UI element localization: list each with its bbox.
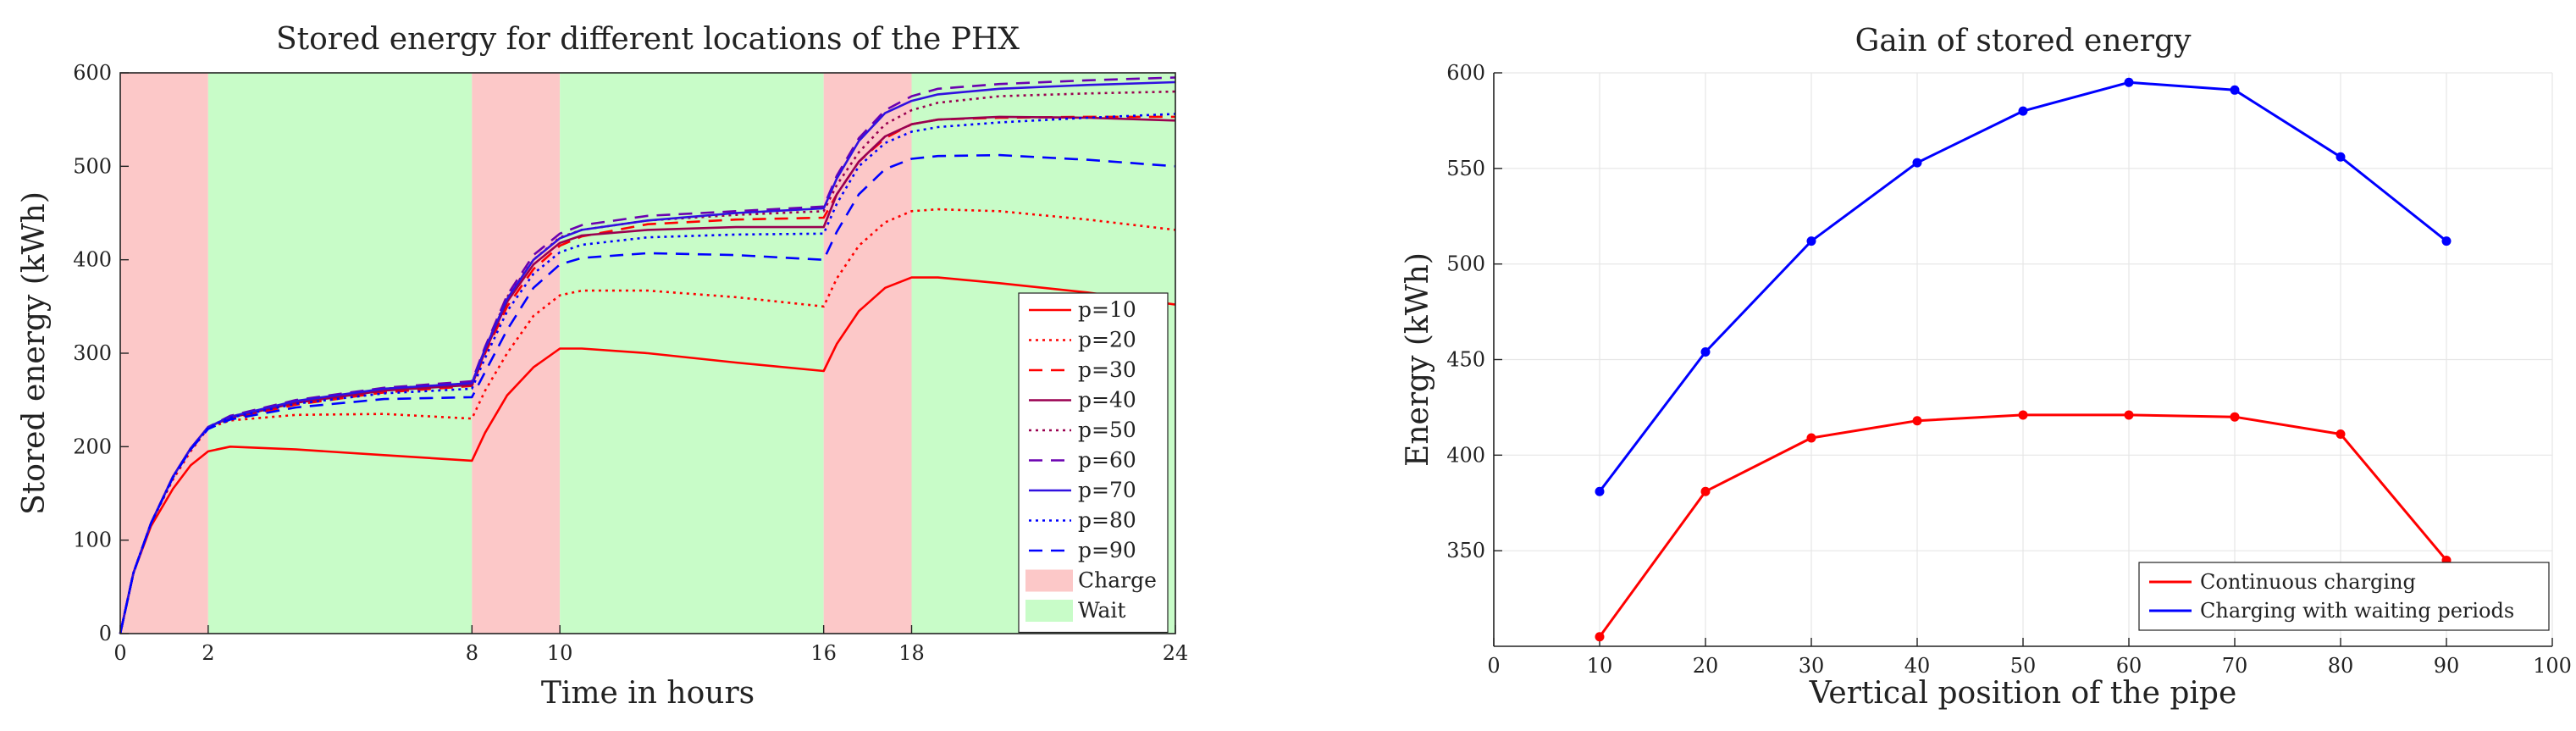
data-point (1806, 433, 1816, 443)
x-tick-label: 20 (1693, 654, 1719, 678)
x-tick-label: 0 (113, 641, 126, 665)
legend-label: p=10 (1078, 297, 1136, 322)
legend-label: p=20 (1078, 328, 1136, 352)
y-tick-label: 500 (73, 154, 112, 178)
legend: p=10 p=20 p=30 p=40 p=50 p=60 p=70 p=80 p=90 Char… (1018, 292, 1169, 634)
x-tick-label: 16 (810, 641, 837, 665)
legend-box (2138, 562, 2550, 631)
y-tick-label: 300 (73, 341, 112, 365)
legend-swatch-wait (1025, 600, 1073, 622)
data-point (2441, 236, 2452, 246)
x-tick-label: 0 (1487, 654, 1500, 678)
data-point (2124, 77, 2134, 87)
data-point (2336, 429, 2346, 440)
y-tick-label: 0 (99, 622, 112, 645)
y-tick-label: 350 (1446, 539, 1485, 562)
data-point (2230, 85, 2240, 95)
x-tick-label: 30 (1799, 654, 1825, 678)
x-tick-label: 24 (1163, 641, 1189, 665)
legend-swatch-charge (1025, 569, 1073, 592)
y-tick-label: 550 (1446, 157, 1485, 180)
charge-band-0 (120, 73, 208, 634)
series-lines (119, 76, 1176, 634)
chart-title: Gain of stored energy (1855, 24, 2192, 58)
x-tick-label: 50 (2010, 654, 2037, 678)
data-point (2018, 410, 2028, 420)
energy-gain-chart: 0 10 20 30 40 50 60 70 80 90 100 350 400 450 500 550 600… (1389, 0, 2576, 728)
y-tick-label: 200 (73, 435, 112, 458)
charge-band-4 (823, 73, 912, 634)
legend-label: Continuous charging (2200, 570, 2416, 594)
x-tick-label: 100 (2533, 654, 2572, 678)
legend-label: p=30 (1078, 357, 1136, 382)
y-tick-label: 400 (73, 248, 112, 272)
data-point (1700, 346, 1711, 357)
stored-energy-chart-svg: 0 2 8 10 16 18 24 0 100 200 300 400 500 600 Stored ene… (17, 22, 1189, 711)
data-point (2018, 106, 2028, 116)
x-tick-label: 70 (2222, 654, 2248, 678)
x-tick-label: 2 (202, 641, 214, 665)
x-tick-label: 80 (2328, 654, 2354, 678)
data-point (2230, 412, 2240, 422)
chart-title: Stored energy for different locations of… (276, 22, 1020, 57)
legend-label: p=50 (1078, 418, 1136, 442)
y-tick-label: 500 (1446, 252, 1485, 276)
data-point (1595, 632, 1605, 642)
stored-energy-chart: 0 2 8 10 16 18 24 0 100 200 300 400 500 600 Stored ene… (0, 0, 1202, 728)
x-tick-label: 10 (1587, 654, 1613, 678)
y-tick-label: 600 (1446, 61, 1485, 85)
legend-label: Charging with waiting periods (2200, 599, 2514, 623)
legend-label: p=70 (1078, 478, 1136, 502)
x-tick-label: 10 (547, 641, 573, 665)
data-point (1806, 236, 1816, 246)
x-tick-label: 60 (2116, 654, 2142, 678)
charge-band-2 (472, 73, 561, 634)
legend-label: p=60 (1078, 448, 1136, 473)
y-axis-label: Energy (kWh) (1401, 252, 1435, 467)
legend-label: Wait (1078, 598, 1125, 623)
x-tick-label: 8 (466, 641, 478, 665)
y-tick-label: 450 (1446, 348, 1485, 372)
wait-band-1 (207, 73, 473, 634)
x-axis-label: Time in hours (541, 676, 755, 711)
y-tick-label: 100 (73, 529, 112, 552)
legend-label: p=80 (1078, 508, 1136, 533)
energy-gain-chart-svg: 0 10 20 30 40 50 60 70 80 90 100 350 400 450 500 550 600… (1401, 24, 2572, 711)
y-tick-label: 400 (1446, 443, 1485, 467)
x-tick-label: 90 (2434, 654, 2460, 678)
data-point (1912, 158, 1922, 168)
wait-band-3 (560, 73, 824, 634)
data-point (1912, 416, 1922, 426)
x-tick-label: 40 (1904, 654, 1931, 678)
legend-label: Charge (1078, 568, 1157, 593)
legend: Continuous charging Charging with waiting… (2138, 562, 2550, 631)
y-tick-label: 600 (73, 61, 112, 85)
x-tick-label: 18 (898, 641, 925, 665)
data-point (1700, 486, 1711, 496)
y-axis-label: Stored energy (kWh) (17, 191, 52, 515)
data-point (1595, 486, 1605, 496)
x-axis-label: Vertical position of the pipe (1809, 676, 2237, 711)
legend-label: p=90 (1078, 538, 1136, 562)
series-line-p90 (119, 153, 1176, 634)
legend-label: p=40 (1078, 388, 1136, 413)
data-point (2336, 152, 2346, 162)
data-point (2124, 410, 2134, 420)
grid (1493, 72, 2553, 646)
series-line-p10 (119, 276, 1176, 634)
